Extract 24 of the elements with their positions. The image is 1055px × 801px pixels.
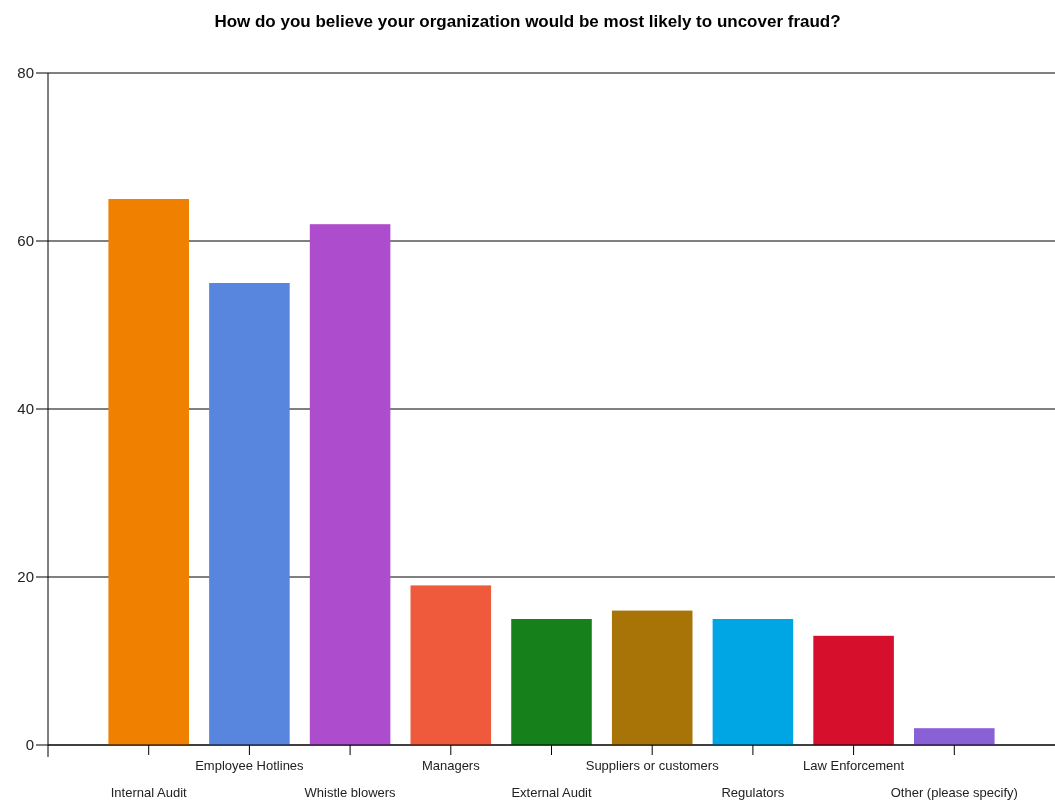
x-tick-label: External Audit xyxy=(511,785,592,800)
x-tick-label: Suppliers or customers xyxy=(585,758,720,773)
bar xyxy=(914,728,995,745)
x-tick-label: Whistle blowers xyxy=(304,785,397,800)
x-tick-label: Other (please specify) xyxy=(890,785,1018,800)
x-tick-label: Employee Hotlines xyxy=(195,758,305,773)
chart-title: How do you believe your organization would be most likely to uncover fraud? xyxy=(214,12,841,31)
x-tick-label: Regulators xyxy=(721,785,785,800)
bar xyxy=(611,610,693,745)
y-tick-label: 20 xyxy=(17,568,34,586)
y-tick-label: 40 xyxy=(17,400,34,418)
bar xyxy=(309,224,391,745)
y-tick-label: 0 xyxy=(25,736,34,754)
y-tick-label: 60 xyxy=(17,232,34,250)
x-tick-label: Managers xyxy=(421,758,481,773)
x-tick-label: Internal Audit xyxy=(110,785,188,800)
bar xyxy=(209,283,290,745)
bar xyxy=(511,619,592,745)
x-tick-label: Law Enforcement xyxy=(803,758,905,773)
bar xyxy=(410,585,492,745)
bar xyxy=(712,619,794,745)
bar xyxy=(108,199,189,745)
y-tick-label: 80 xyxy=(17,64,34,82)
bar xyxy=(813,635,894,745)
